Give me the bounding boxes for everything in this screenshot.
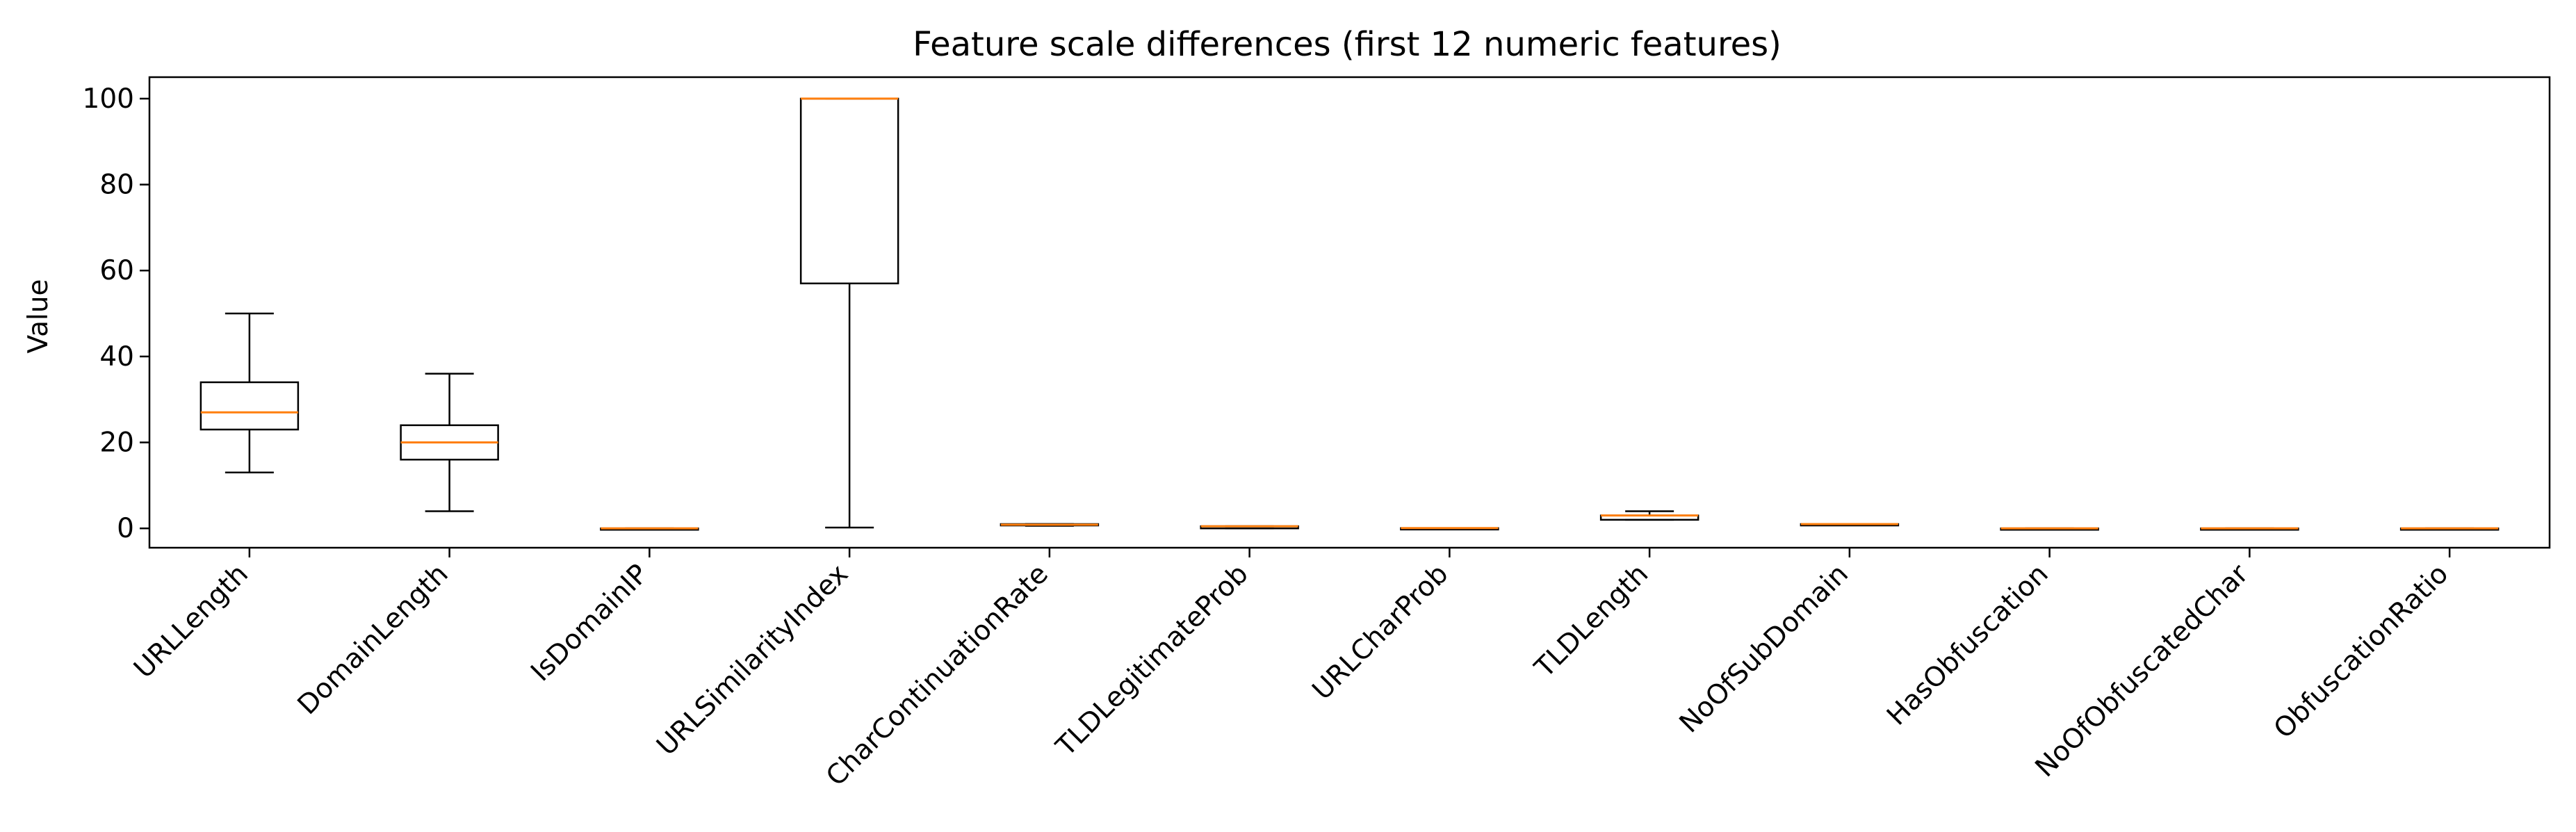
- y-tick-label: 20: [99, 427, 134, 459]
- axes-frame: [148, 76, 2551, 549]
- chart-title: Feature scale differences (first 12 nume…: [913, 25, 1782, 64]
- y-axis-label: Value: [23, 279, 54, 353]
- y-tick-label: 100: [83, 83, 134, 115]
- y-tick-label: 0: [117, 513, 134, 544]
- box-iqr: [199, 381, 300, 431]
- y-tick-label: 80: [99, 170, 134, 201]
- y-tick-label: 40: [99, 341, 134, 373]
- y-tick-label: 60: [99, 255, 134, 286]
